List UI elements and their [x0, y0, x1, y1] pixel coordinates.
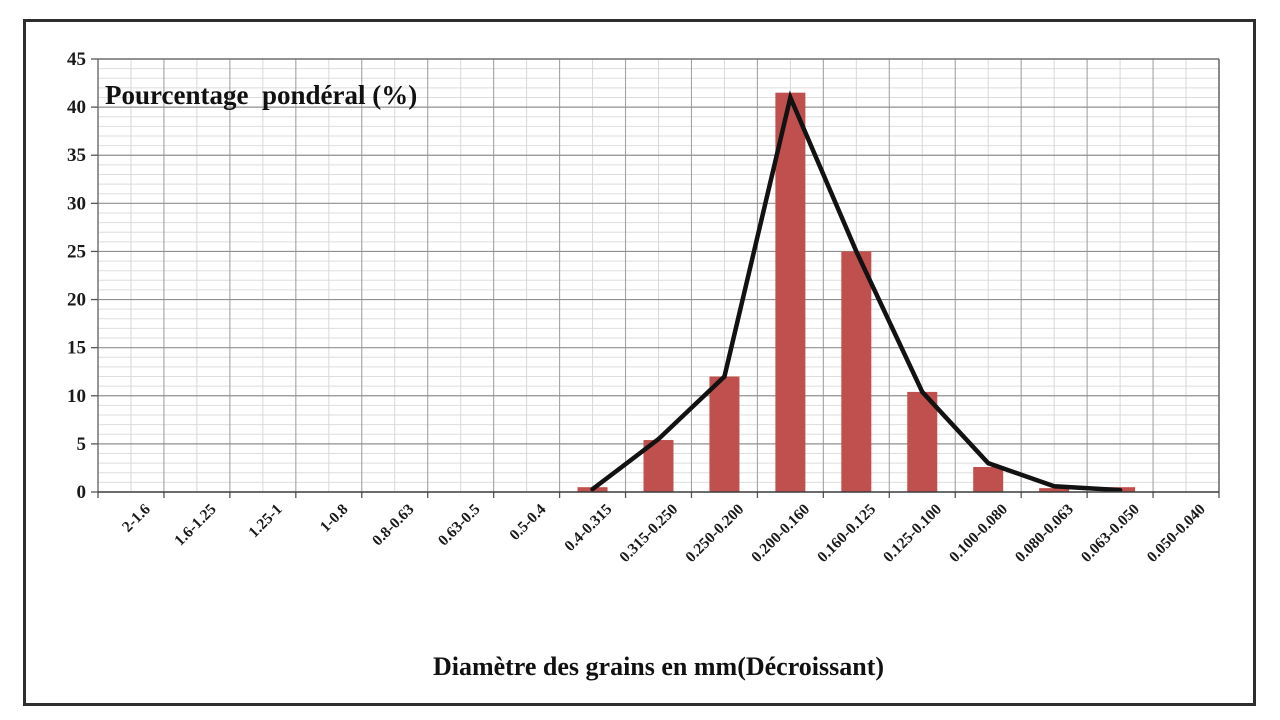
bar [1039, 488, 1070, 492]
x-tick-label: 0.250-0.200 [682, 501, 747, 566]
y-tick-label: 5 [77, 434, 87, 455]
bar [973, 466, 1004, 492]
distribution-line [590, 90, 1123, 493]
grain-size-distribution-chart: 0 5 10 15 20 25 30 35 40 45 2-1.6 1.6-1.25 1.25-1 1-0… [67, 49, 1220, 566]
x-tick-label: 0.315-0.250 [616, 501, 681, 566]
x-tick-label: 2-1.6 [119, 501, 154, 536]
x-tick-label: 0.4-0.315 [561, 501, 615, 555]
bar [841, 251, 872, 492]
x-tick-label: 1.6-1.25 [171, 501, 220, 550]
chart-outer-frame: 0 5 10 15 20 25 30 35 40 45 2-1.6 1.6-1.25 1.25-1 1-0… [23, 19, 1256, 706]
y-tick-label: 15 [67, 338, 86, 359]
y-tick-label: 30 [67, 193, 86, 214]
y-tick-label: 25 [67, 241, 86, 262]
x-tick-label: 0.050-0.040 [1144, 501, 1209, 566]
chart-title: Pourcentage pondéral (%) [105, 80, 418, 110]
y-tick-label: 0 [77, 482, 87, 503]
y-tick-label: 20 [67, 290, 86, 311]
bar [907, 391, 938, 492]
bar [709, 376, 740, 492]
x-tick-label: 0.200-0.160 [748, 501, 813, 566]
x-tick-label: 1-0.8 [317, 501, 352, 536]
y-tick-label: 40 [67, 97, 86, 118]
x-tick-label: 0.5-0.4 [506, 501, 549, 544]
x-tick-label: 0.063-0.050 [1078, 501, 1143, 566]
x-axis-title: Diamètre des grains en mm(Décroissant) [432, 652, 885, 681]
x-tick-label: 0.080-0.063 [1012, 501, 1077, 566]
x-tick-label: 0.160-0.125 [814, 501, 879, 566]
bar [775, 92, 806, 492]
x-tick-label: 0.8-0.63 [369, 501, 418, 550]
y-tick-label: 45 [67, 49, 86, 70]
x-tick-label: 0.125-0.100 [880, 501, 945, 566]
x-tick-label: 0.63-0.5 [435, 501, 484, 550]
y-tick-label: 10 [67, 386, 86, 407]
x-tick-label: 1.25-1 [245, 501, 285, 541]
x-tick-label: 0.100-0.080 [946, 501, 1011, 566]
y-tick-label: 35 [67, 145, 86, 166]
